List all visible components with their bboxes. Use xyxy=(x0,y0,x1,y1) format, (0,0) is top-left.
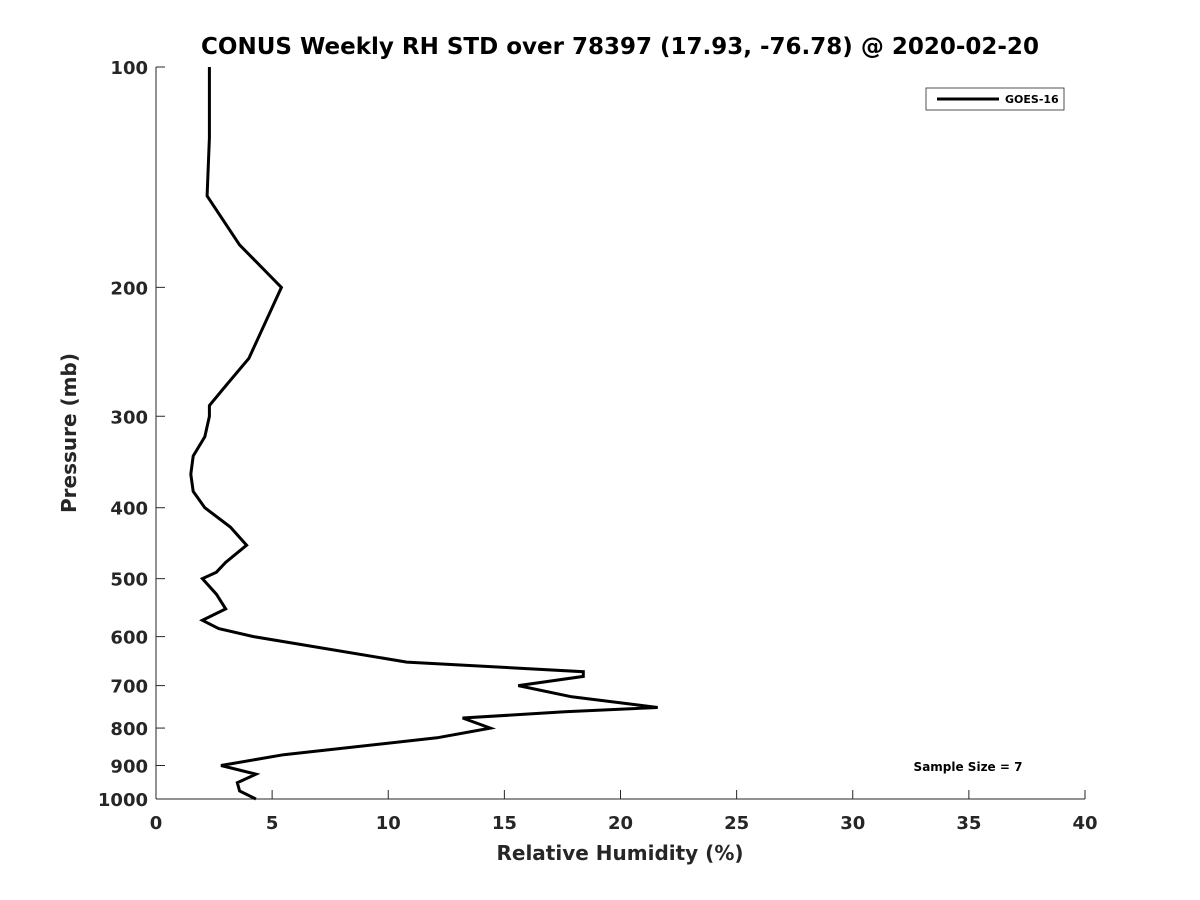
legend: GOES-16 xyxy=(925,87,1065,111)
x-tick-label: 20 xyxy=(608,813,633,834)
y-tick-label: 700 xyxy=(110,677,148,698)
x-tick-label: 5 xyxy=(266,813,279,834)
legend-label-goes-16: GOES-16 xyxy=(1005,93,1059,106)
y-tick-label: 200 xyxy=(110,278,148,299)
chart-title: CONUS Weekly RH STD over 78397 (17.93, -… xyxy=(201,34,1039,60)
y-axis-label: Pressure (mb) xyxy=(57,353,81,513)
y-axis-ticks: 100 200 300 400 500 600 700 800 900 1000 xyxy=(98,58,165,811)
series-layer xyxy=(189,67,658,801)
x-tick-label: 15 xyxy=(492,813,517,834)
y-tick-label: 600 xyxy=(110,628,148,649)
y-tick-label: 900 xyxy=(110,757,148,778)
plot-area xyxy=(156,67,1085,799)
x-tick-label: 40 xyxy=(1072,813,1097,834)
x-tick-label: 30 xyxy=(840,813,865,834)
y-tick-label: 400 xyxy=(110,499,148,520)
y-tick-label: 1000 xyxy=(98,790,148,811)
y-tick-label: 800 xyxy=(110,719,148,740)
series-line-goes-16 xyxy=(189,67,658,801)
y-tick-label: 100 xyxy=(110,58,148,79)
x-tick-label: 25 xyxy=(724,813,749,834)
y-tick-label: 300 xyxy=(110,407,148,428)
x-tick-label: 35 xyxy=(956,813,981,834)
x-tick-label: 0 xyxy=(150,813,163,834)
x-tick-label: 10 xyxy=(376,813,401,834)
x-axis-label: Relative Humidity (%) xyxy=(496,841,743,865)
sample-size-annotation: Sample Size = 7 xyxy=(914,760,1023,774)
y-tick-label: 500 xyxy=(110,570,148,591)
x-axis-ticks: 0 5 10 15 20 25 30 35 40 xyxy=(150,790,1098,834)
